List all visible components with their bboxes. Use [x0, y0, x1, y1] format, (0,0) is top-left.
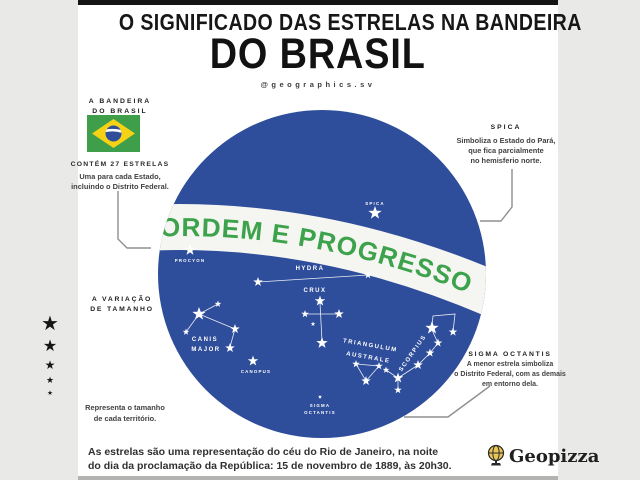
geopizza-logo: Geopizza: [486, 444, 599, 468]
size-note-body-line2: de cada território.: [93, 413, 157, 423]
footer-caption-line2: do dia da proclamação da República: 15 d…: [88, 459, 452, 472]
top-bar: [78, 0, 558, 5]
sigma-octantis-label-line2: OCTANTIS: [304, 410, 336, 415]
constellation-sigma-octantis: SIGMA OCTANTIS: [304, 394, 336, 415]
blue-circle: [158, 110, 486, 438]
constellation-procyon: PROCYON: [175, 244, 206, 263]
sigma-note-body-line1: A menor estrela simboliza: [466, 361, 554, 368]
canis-major-label-line1: CANIS: [192, 337, 218, 343]
flag-note-body: Uma para cada Estado, incluindo o Distri…: [65, 172, 175, 192]
banner-stripe: [158, 204, 486, 318]
flag-note-heading-line1: A BANDEIRA: [88, 98, 152, 105]
bottom-strip: [78, 476, 558, 480]
main-title-line2-text: DO BRASIL: [209, 30, 427, 78]
size-note-heading: A VARIAÇÃO DE TAMANHO: [72, 295, 172, 314]
flag-blue-circle: [105, 125, 122, 142]
size-star-icon-2: ★: [42, 338, 58, 355]
flag-note-subheading: CONTÉM 27 ESTRELAS: [70, 161, 170, 168]
spica-note-heading: SPICA: [490, 124, 522, 131]
spica-label: SPICA: [365, 201, 384, 206]
constellation-crux: CRUX: [301, 288, 344, 348]
constellation-canis-major: CANIS MAJOR: [182, 300, 240, 353]
size-star-icon-3: ★: [44, 358, 56, 372]
globe-icon: [487, 444, 505, 466]
size-note-body-line1: Representa o tamanho: [85, 403, 165, 412]
flag-circle-graphic: ORDEM E PROGRESSO SPICA PROCYON HYDRA CR…: [158, 110, 486, 438]
size-note-heading-line1: A VARIAÇÃO: [91, 296, 153, 303]
spica-note-body-line3: no hemisferio norte.: [470, 156, 542, 165]
constellation-spica: SPICA: [365, 201, 384, 219]
size-note-heading-line2: DE TAMANHO: [90, 305, 154, 313]
procyon-label: PROCYON: [175, 258, 206, 263]
sigma-note-body-line3: em entorno dela.: [481, 381, 538, 388]
main-title-line1-text: O SIGNIFICADO DAS ESTRELAS NA BANDEIRA: [118, 9, 582, 35]
footer-caption: As estrelas são uma representação do céu…: [88, 446, 452, 473]
size-note-body: Representa o tamanho de cada território.: [65, 403, 185, 424]
canopus-label: CANOPUS: [241, 369, 271, 374]
main-title-line1: O SIGNIFICADO DAS ESTRELAS NA BANDEIRA: [78, 9, 582, 36]
logo-text: Geopizza: [509, 445, 600, 467]
flag-note-heading-line2: DO BRASIL: [92, 107, 148, 115]
size-star-icon-1: ★: [41, 313, 59, 335]
constellation-hydra: HYDRA: [253, 266, 372, 287]
sigma-octantis-label-line1: SIGMA: [310, 403, 330, 408]
instagram-handle: @geographics.sv: [260, 80, 376, 89]
flag-note-body-line2: incluindo o Distrito Federal.: [71, 182, 169, 191]
size-star-icon-4: ★: [45, 375, 55, 385]
sigma-note-body-line2: o Distrito Federal, com as demais: [454, 371, 566, 378]
flag-note-body-line1: Uma para cada Estado,: [79, 172, 161, 181]
size-star-icon-5: ★: [47, 390, 53, 397]
flag-note-heading: A BANDEIRA DO BRASIL: [70, 97, 170, 116]
brazil-flag: [87, 115, 140, 152]
main-title-line2: DO BRASIL: [78, 30, 558, 79]
banner-ribbon: [158, 204, 486, 318]
sigma-note-body: A menor estrela simboliza o Distrito Fed…: [448, 360, 572, 390]
sigma-note-heading: SIGMA OCTANTIS: [468, 351, 552, 358]
constellation-canopus: CANOPUS: [241, 355, 271, 374]
canis-major-label-line2: MAJOR: [191, 347, 220, 353]
hydra-label: HYDRA: [296, 266, 325, 272]
spica-note-body-line2: que fica parcialmente: [468, 146, 544, 155]
spica-note-body-line1: Simboliza o Estado do Pará,: [456, 136, 556, 145]
spica-note-body: Simboliza o Estado do Pará, que fica par…: [446, 136, 566, 166]
footer-caption-line1: As estrelas são uma representação do céu…: [88, 446, 439, 458]
crux-label: CRUX: [303, 288, 326, 294]
